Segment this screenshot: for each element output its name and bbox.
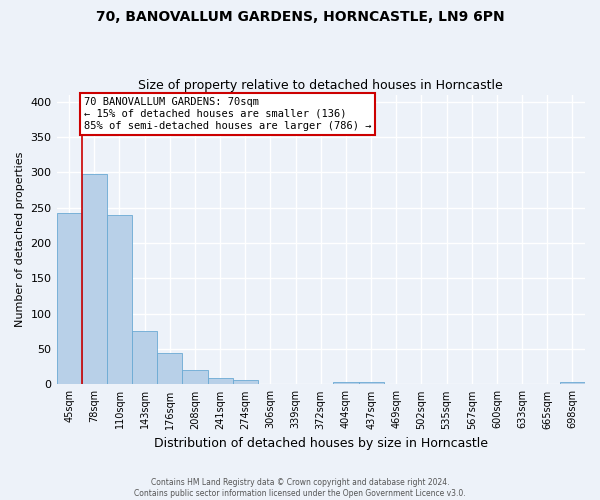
- Y-axis label: Number of detached properties: Number of detached properties: [15, 152, 25, 327]
- Bar: [359, 382, 383, 384]
- Bar: [56, 214, 82, 384]
- Text: Contains HM Land Registry data © Crown copyright and database right 2024.
Contai: Contains HM Land Registry data © Crown c…: [134, 478, 466, 498]
- Bar: [157, 352, 182, 384]
- Bar: [208, 378, 233, 384]
- Text: 70 BANOVALLUM GARDENS: 70sqm
← 15% of detached houses are smaller (136)
85% of s: 70 BANOVALLUM GARDENS: 70sqm ← 15% of de…: [84, 98, 371, 130]
- Bar: [560, 382, 585, 384]
- X-axis label: Distribution of detached houses by size in Horncastle: Distribution of detached houses by size …: [154, 437, 488, 450]
- Bar: [182, 370, 208, 384]
- Text: 70, BANOVALLUM GARDENS, HORNCASTLE, LN9 6PN: 70, BANOVALLUM GARDENS, HORNCASTLE, LN9 …: [95, 10, 505, 24]
- Bar: [132, 330, 157, 384]
- Bar: [233, 380, 258, 384]
- Bar: [82, 174, 107, 384]
- Title: Size of property relative to detached houses in Horncastle: Size of property relative to detached ho…: [139, 79, 503, 92]
- Bar: [334, 382, 359, 384]
- Bar: [107, 216, 132, 384]
